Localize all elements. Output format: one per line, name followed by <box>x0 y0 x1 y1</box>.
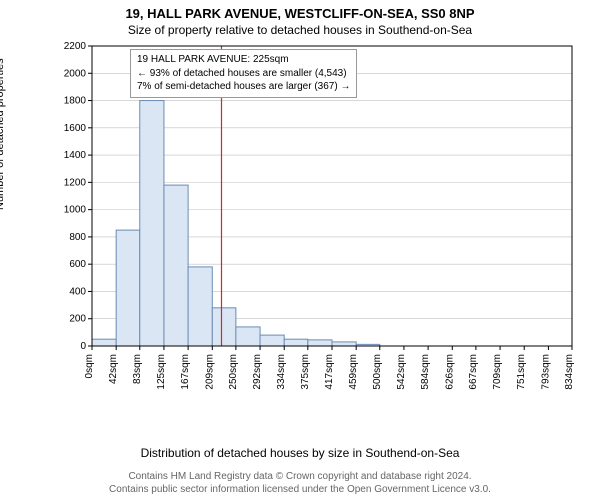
svg-text:459sqm: 459sqm <box>348 354 359 390</box>
svg-text:500sqm: 500sqm <box>372 354 383 390</box>
svg-text:793sqm: 793sqm <box>540 354 551 390</box>
svg-text:0sqm: 0sqm <box>84 354 95 378</box>
svg-text:542sqm: 542sqm <box>396 354 407 390</box>
chart-area: 0 200 400 600 800 1000 1200 1400 1600 1800 2000 220… <box>60 42 580 400</box>
footer-line2: Contains public sector information licen… <box>0 483 600 496</box>
svg-text:584sqm: 584sqm <box>420 354 431 390</box>
svg-text:125sqm: 125sqm <box>156 354 167 390</box>
svg-text:0: 0 <box>80 341 86 352</box>
annotation-box: 19 HALL PARK AVENUE: 225sqm ← 93% of det… <box>130 49 357 98</box>
title-main: 19, HALL PARK AVENUE, WESTCLIFF-ON-SEA, … <box>0 0 600 21</box>
svg-text:417sqm: 417sqm <box>324 354 335 390</box>
footer-line1: Contains HM Land Registry data © Crown c… <box>0 470 600 483</box>
svg-text:83sqm: 83sqm <box>132 354 143 384</box>
svg-text:626sqm: 626sqm <box>444 354 455 390</box>
title-sub: Size of property relative to detached ho… <box>0 21 600 37</box>
footer: Contains HM Land Registry data © Crown c… <box>0 470 600 496</box>
svg-text:1000: 1000 <box>64 205 87 216</box>
svg-text:1400: 1400 <box>64 150 87 161</box>
svg-text:400: 400 <box>69 286 86 297</box>
svg-text:709sqm: 709sqm <box>492 354 503 390</box>
svg-text:167sqm: 167sqm <box>180 354 191 390</box>
annotation-line2: ← 93% of detached houses are smaller (4,… <box>137 67 350 81</box>
y-axis-label: Number of detached properties <box>0 58 6 210</box>
svg-text:1800: 1800 <box>64 96 87 107</box>
svg-text:2000: 2000 <box>64 68 87 79</box>
svg-text:1600: 1600 <box>64 123 87 134</box>
svg-text:1200: 1200 <box>64 177 87 188</box>
svg-text:667sqm: 667sqm <box>468 354 479 390</box>
svg-text:751sqm: 751sqm <box>516 354 527 390</box>
svg-text:42sqm: 42sqm <box>108 354 119 384</box>
svg-text:375sqm: 375sqm <box>300 354 311 390</box>
svg-text:334sqm: 334sqm <box>276 354 287 390</box>
svg-text:600: 600 <box>69 259 86 270</box>
x-axis-label: Distribution of detached houses by size … <box>0 446 600 460</box>
svg-text:292sqm: 292sqm <box>252 354 263 390</box>
svg-text:250sqm: 250sqm <box>228 354 239 390</box>
svg-text:200: 200 <box>69 314 86 325</box>
annotation-line3: 7% of semi-detached houses are larger (3… <box>137 80 350 94</box>
svg-text:2200: 2200 <box>64 42 87 52</box>
annotation-line1: 19 HALL PARK AVENUE: 225sqm <box>137 53 350 67</box>
svg-text:209sqm: 209sqm <box>204 354 215 390</box>
svg-text:800: 800 <box>69 232 86 243</box>
svg-text:834sqm: 834sqm <box>564 354 575 390</box>
